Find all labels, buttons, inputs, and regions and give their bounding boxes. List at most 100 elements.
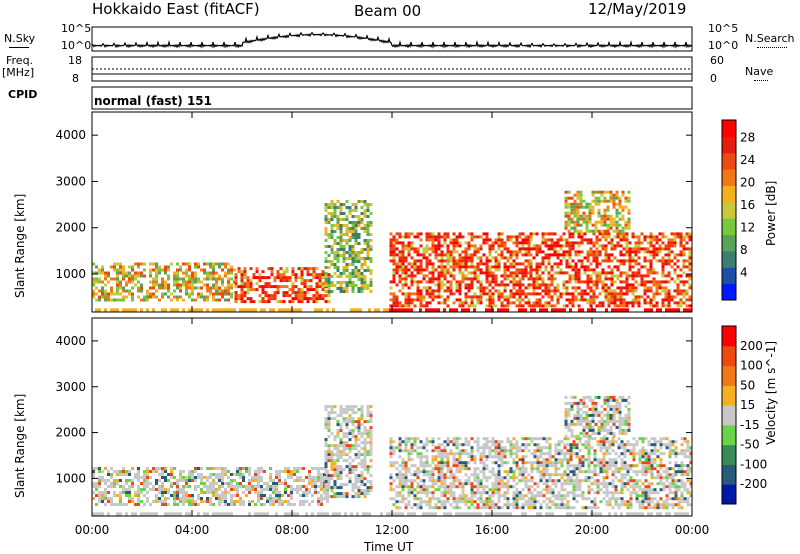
velocity-cell-2	[404, 470, 408, 474]
power-cell-4	[556, 241, 560, 245]
power-cell-2	[369, 248, 373, 251]
power-ground-cell	[320, 308, 323, 313]
velocity-cell-2	[473, 467, 477, 471]
power-cell-0	[191, 271, 194, 275]
velocity-cell-2	[527, 488, 531, 492]
power-cell-1	[240, 282, 244, 286]
velocity-cell-1	[351, 417, 355, 421]
power-cell-4	[673, 280, 677, 284]
velocity-cell-2	[560, 485, 564, 489]
power-cell-1	[261, 300, 265, 304]
velocity-cell-2	[605, 467, 609, 471]
velocity-cell-2	[524, 437, 528, 441]
power-cell-3	[392, 241, 396, 245]
velocity-cell-2	[404, 461, 408, 465]
power-cell-4	[622, 286, 626, 290]
velocity-cell-2	[605, 494, 609, 498]
power-cell-0	[176, 277, 179, 281]
power-cell-4	[652, 238, 656, 242]
power-cell-2	[363, 260, 367, 263]
velocity-cell-2	[542, 437, 546, 441]
velocity-cell-2	[392, 497, 396, 501]
power-ground-cell	[428, 308, 431, 313]
power-cell-4	[535, 283, 539, 287]
velocity-cell-0	[320, 500, 323, 503]
power-cell-5	[564, 223, 568, 227]
power-cell-4	[655, 286, 659, 290]
velocity-cell-2	[542, 458, 546, 462]
velocity-cell-0	[98, 470, 101, 473]
power-cell-3	[389, 259, 393, 263]
velocity-cell-2	[482, 455, 486, 459]
power-cell-3	[518, 289, 522, 293]
power-cell-5	[576, 229, 580, 233]
power-cell-0	[134, 262, 137, 266]
power-cell-2	[351, 203, 355, 206]
velocity-cell-2	[515, 494, 519, 498]
power-cell-4	[628, 250, 632, 254]
power-ground-cell	[686, 308, 689, 313]
power-cell-4	[610, 301, 614, 305]
velocity-cell-2	[446, 464, 450, 468]
power-cell-4	[673, 241, 677, 245]
power-cell-1	[234, 297, 238, 301]
velocity-cell-2	[620, 503, 624, 507]
velocity-cell-0	[257, 467, 260, 470]
velocity-cell-1	[363, 462, 367, 466]
power-cell-5	[600, 190, 604, 194]
velocity-cell-0	[290, 473, 293, 476]
power-cell-2	[330, 275, 334, 278]
velocity-cell-0	[164, 503, 167, 506]
velocity-cell-1	[369, 432, 373, 436]
power-cell-4	[670, 259, 674, 263]
velocity-cell-2	[461, 500, 465, 504]
velocity-cell-1	[360, 453, 364, 457]
power-cell-2	[357, 260, 361, 263]
power-cell-2	[357, 254, 361, 257]
velocity-cell-2	[620, 452, 624, 456]
power-cell-0	[209, 271, 212, 275]
velocity-cell-2	[572, 479, 576, 483]
power-cell-0	[176, 295, 179, 299]
velocity-cell-0	[194, 488, 197, 491]
power-cell-0	[188, 280, 191, 284]
power-cell-1	[327, 276, 331, 280]
power-cell-5	[576, 211, 580, 215]
velocity-cell-0	[101, 476, 104, 479]
power-cell-4	[595, 253, 599, 257]
power-cell-2	[330, 224, 334, 227]
velocity-cell-0	[284, 470, 287, 473]
velocity-cell-0	[101, 500, 104, 503]
velocity-cell-1	[336, 468, 340, 472]
power-cell-4	[676, 301, 680, 305]
velocity-cell-0	[221, 473, 224, 476]
power-cell-1	[246, 297, 250, 301]
velocity-cell-1	[360, 483, 364, 487]
velocity-cell-2	[620, 500, 624, 504]
power-cell-3	[404, 232, 408, 236]
power-cell-3	[485, 271, 489, 275]
velocity-cell-1	[345, 465, 349, 469]
velocity-cell-2	[395, 506, 399, 510]
power-cell-4	[532, 268, 536, 272]
velocity-cell-0	[314, 485, 317, 488]
power-cell-3	[422, 295, 426, 299]
power-cell-0	[206, 274, 209, 278]
velocity-cell-2	[623, 503, 627, 507]
velocity-cell-2	[551, 500, 555, 504]
velocity-cell-2	[539, 461, 543, 465]
power-cell-3	[395, 271, 399, 275]
power-cell-4	[667, 250, 671, 254]
power-ground-cell	[128, 308, 131, 313]
power-cell-2	[354, 257, 358, 260]
power-cell-1	[255, 288, 259, 292]
power-ground-cell	[233, 308, 236, 313]
velocity-cell-0	[317, 500, 320, 503]
power-colorbar-tick: 12	[740, 220, 755, 234]
power-cell-2	[330, 215, 334, 218]
power-cell-5	[594, 229, 598, 233]
velocity-cell-0	[242, 479, 245, 482]
power-cell-3	[431, 265, 435, 269]
power-cell-4	[643, 283, 647, 287]
power-cell-3	[518, 298, 522, 302]
